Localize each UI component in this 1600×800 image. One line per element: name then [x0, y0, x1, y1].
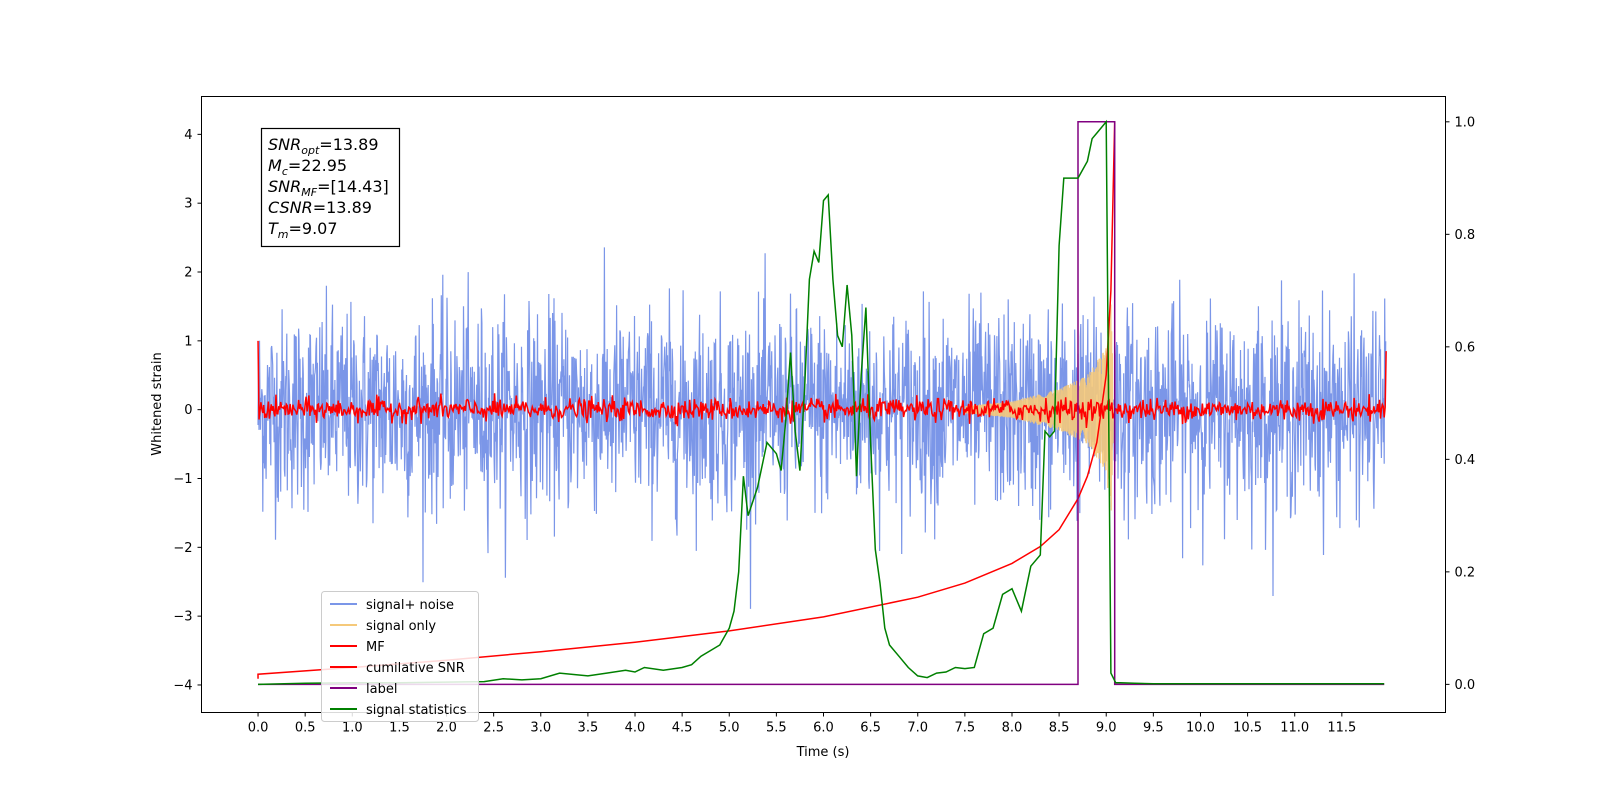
- y-tick-label: −3: [173, 610, 192, 625]
- x-tick-label: 9.5: [1143, 721, 1164, 736]
- x-tick-label: 5.0: [719, 721, 740, 736]
- y2-tick-label: 0.6: [1455, 340, 1476, 355]
- annotation-line: CSNR=13.89: [268, 198, 372, 217]
- y-tick-label: −2: [173, 541, 192, 556]
- y2-tick-label: 0.0: [1455, 678, 1476, 693]
- x-tick-label: 1.0: [342, 721, 363, 736]
- x-axis-label: Time (s): [796, 745, 850, 760]
- annotation-line: Tm=9.07: [268, 219, 338, 241]
- x-tick-label: 9.0: [1096, 721, 1117, 736]
- series-signal-only: [964, 302, 1115, 511]
- x-tick-label: 8.0: [1002, 721, 1023, 736]
- annotation-box: [260, 127, 401, 248]
- x-tick-label: 3.0: [530, 721, 551, 736]
- x-tick-label: 4.0: [625, 721, 646, 736]
- legend-label: signal+ noise: [366, 598, 454, 613]
- y2-tick-label: 0.8: [1455, 228, 1476, 243]
- x-tick-label: 11.5: [1327, 721, 1356, 736]
- legend: [321, 591, 479, 722]
- legend-label: signal statistics: [366, 703, 467, 718]
- x-tick-label: 11.0: [1280, 721, 1309, 736]
- y-tick-label: 4: [184, 128, 192, 143]
- x-tick-label: 7.5: [955, 721, 976, 736]
- y2-tick-label: 0.4: [1455, 453, 1476, 468]
- x-tick-label: 3.5: [578, 721, 599, 736]
- y2-tick-label: 0.2: [1455, 565, 1476, 580]
- legend-label: MF: [366, 640, 385, 655]
- x-tick-label: 0.5: [295, 721, 316, 736]
- x-tick-label: 0.0: [248, 721, 269, 736]
- annotation-line: SNRMF=[14.43]: [268, 177, 389, 199]
- legend-label: signal only: [366, 619, 436, 634]
- series-signal-statistics: [257, 119, 1385, 686]
- x-tick-label: 2.5: [483, 721, 504, 736]
- y-tick-label: −4: [173, 678, 192, 693]
- x-tick-label: 5.5: [766, 721, 787, 736]
- annotation-line: SNRopt=13.89: [268, 135, 379, 157]
- x-tick-label: 8.5: [1049, 721, 1070, 736]
- x-tick-label: 10.5: [1233, 721, 1262, 736]
- x-tick-label: 4.5: [672, 721, 693, 736]
- legend-label: label: [366, 682, 397, 697]
- x-tick-label: 10.0: [1186, 721, 1215, 736]
- annotation-line: Mc=22.95: [268, 156, 347, 178]
- y-tick-label: −1: [173, 472, 192, 487]
- y-tick-label: 3: [184, 197, 192, 212]
- x-tick-label: 6.5: [860, 721, 881, 736]
- x-tick-label: 2.0: [436, 721, 457, 736]
- legend-label: cumilative SNR: [366, 661, 465, 676]
- x-tick-label: 1.5: [389, 721, 410, 736]
- y2-tick-label: 1.0: [1455, 115, 1476, 130]
- x-tick-label: 6.0: [813, 721, 834, 736]
- x-tick-label: 7.0: [907, 721, 928, 736]
- y-tick-label: 1: [184, 334, 192, 349]
- series-signal-noise: [257, 247, 1387, 609]
- y-axis-label: Whitened strain: [150, 352, 165, 455]
- y-tick-label: 0: [184, 403, 192, 418]
- y-tick-label: 2: [184, 266, 192, 281]
- series-mf: [257, 340, 1387, 428]
